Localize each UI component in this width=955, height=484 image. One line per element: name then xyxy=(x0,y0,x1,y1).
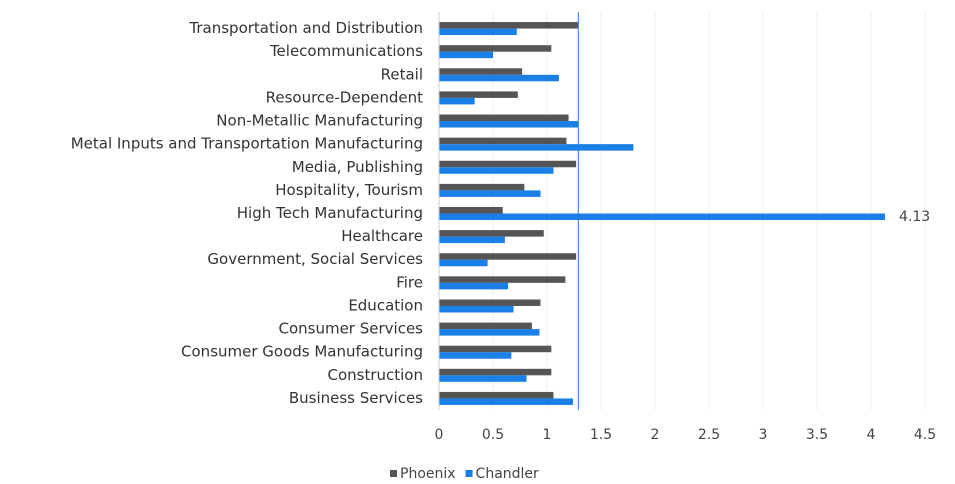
x-tick-label: 4 xyxy=(867,427,876,443)
y-tick-label: Consumer Services xyxy=(278,320,423,338)
bar xyxy=(439,391,554,399)
bar xyxy=(439,259,488,267)
bar xyxy=(439,375,527,382)
x-tick-label: 0.5 xyxy=(482,427,504,443)
bar xyxy=(439,68,523,75)
y-tick-label: Telecommunications xyxy=(269,42,423,60)
data-label: 4.13 xyxy=(899,209,930,225)
x-tick-label: 2.5 xyxy=(698,427,720,443)
bar xyxy=(439,114,569,122)
x-tick-label: 3 xyxy=(759,427,768,443)
bar xyxy=(439,398,573,405)
bar xyxy=(439,253,577,260)
bar xyxy=(439,167,554,174)
y-tick-label: Consumer Goods Manufacturing xyxy=(181,343,423,361)
bar xyxy=(439,352,512,359)
bar xyxy=(439,345,552,353)
bar xyxy=(439,329,540,336)
bar xyxy=(439,322,532,330)
y-tick-label: Healthcare xyxy=(341,227,423,245)
x-tick-label: 1.5 xyxy=(590,427,612,443)
y-tick-label: Construction xyxy=(327,366,423,384)
bar xyxy=(439,74,559,82)
y-tick-label: Non-Metallic Manufacturing xyxy=(216,112,423,130)
x-tick-label: 0 xyxy=(435,427,444,443)
y-tick-label: Government, Social Services xyxy=(207,250,423,268)
bar xyxy=(439,51,493,59)
x-tick-label: 2 xyxy=(651,427,660,443)
bar xyxy=(439,368,552,376)
x-tick-label: 3.5 xyxy=(806,427,828,443)
bar xyxy=(439,183,525,191)
bar xyxy=(439,121,579,128)
y-tick-label: Retail xyxy=(381,65,423,83)
y-tick-label: Resource-Dependent xyxy=(266,88,423,106)
bar xyxy=(439,28,517,36)
bar xyxy=(439,282,509,290)
legend-label: Chandler xyxy=(476,466,539,482)
legend-label: Phoenix xyxy=(400,466,456,482)
bar xyxy=(439,207,503,214)
y-tick-label: Business Services xyxy=(289,389,423,407)
bar xyxy=(439,213,886,220)
bar xyxy=(439,22,579,29)
y-tick-label: High Tech Manufacturing xyxy=(237,204,423,222)
bar xyxy=(439,91,518,98)
y-tick-label: Fire xyxy=(396,273,423,291)
y-tick-label: Transportation and Distribution xyxy=(188,19,423,37)
bar xyxy=(439,236,505,244)
bar xyxy=(439,299,541,306)
x-tick-label: 4.5 xyxy=(914,427,936,443)
bar xyxy=(439,97,475,105)
y-tick-label: Hospitality, Tourism xyxy=(275,181,423,199)
bar xyxy=(439,137,567,145)
bar xyxy=(439,45,552,52)
legend-swatch xyxy=(390,470,397,477)
y-tick-label: Education xyxy=(348,296,423,314)
bar xyxy=(439,305,514,313)
bar xyxy=(439,190,541,197)
y-tick-label: Media, Publishing xyxy=(292,158,423,176)
bar xyxy=(439,230,544,237)
y-tick-label: Metal Inputs and Transportation Manufact… xyxy=(71,135,423,153)
bar xyxy=(439,160,577,168)
bar xyxy=(439,144,634,151)
bar xyxy=(439,276,566,283)
x-tick-label: 1 xyxy=(543,427,552,443)
legend-swatch xyxy=(465,470,473,477)
